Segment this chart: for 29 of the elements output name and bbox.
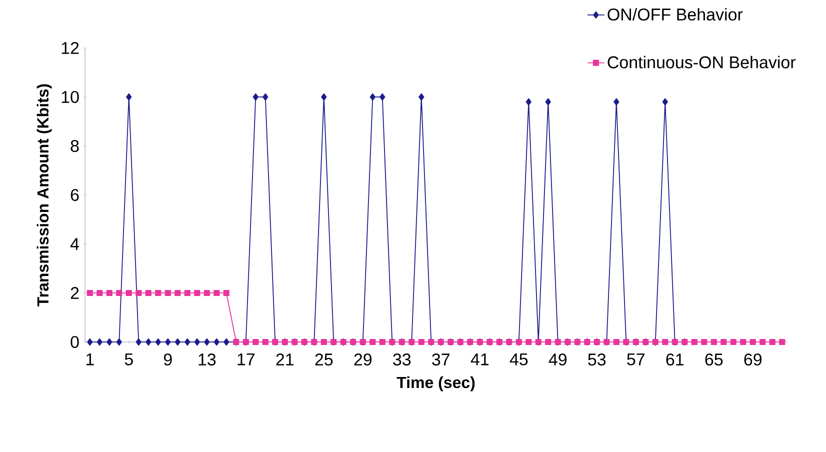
y-tick-label: 0 <box>70 336 79 348</box>
x-tick-label: 17 <box>238 353 254 366</box>
x-tick-label: 69 <box>744 354 762 366</box>
x-tick-label: 29 <box>354 354 372 366</box>
y-tick-label: 8 <box>70 140 79 152</box>
legend-label: ON/OFF Behavior <box>608 8 743 21</box>
x-tick-label: 53 <box>588 354 606 366</box>
x-tick-label: 49 <box>548 354 567 366</box>
x-tick-label: 1 <box>86 353 94 366</box>
legend-label: Continuous-ON Behavior <box>608 56 796 68</box>
x-axis-title: Time (sec) <box>396 376 475 392</box>
x-tick-label: 65 <box>705 354 723 366</box>
x-tick-label: 41 <box>470 353 489 366</box>
x-tick-label: 45 <box>510 353 528 366</box>
x-tick-label: 5 <box>124 353 133 366</box>
y-axis-title: Transmission Amount (Kbits) <box>36 84 52 306</box>
x-tick-label: 21 <box>276 354 294 366</box>
x-tick-label: 9 <box>164 354 172 366</box>
y-tick-label: 12 <box>62 42 79 54</box>
x-tick-label: 13 <box>198 354 216 366</box>
x-tick-label: 57 <box>627 353 644 366</box>
y-tick-label: 4 <box>70 238 79 250</box>
y-tick-label: 2 <box>70 287 79 299</box>
x-tick-label: 37 <box>432 354 450 366</box>
y-tick-label: 10 <box>62 90 79 104</box>
y-tick-label: 6 <box>70 188 79 202</box>
x-tick-label: 25 <box>315 354 333 366</box>
x-tick-label: 33 <box>393 354 411 366</box>
x-tick-label: 61 <box>666 354 684 366</box>
